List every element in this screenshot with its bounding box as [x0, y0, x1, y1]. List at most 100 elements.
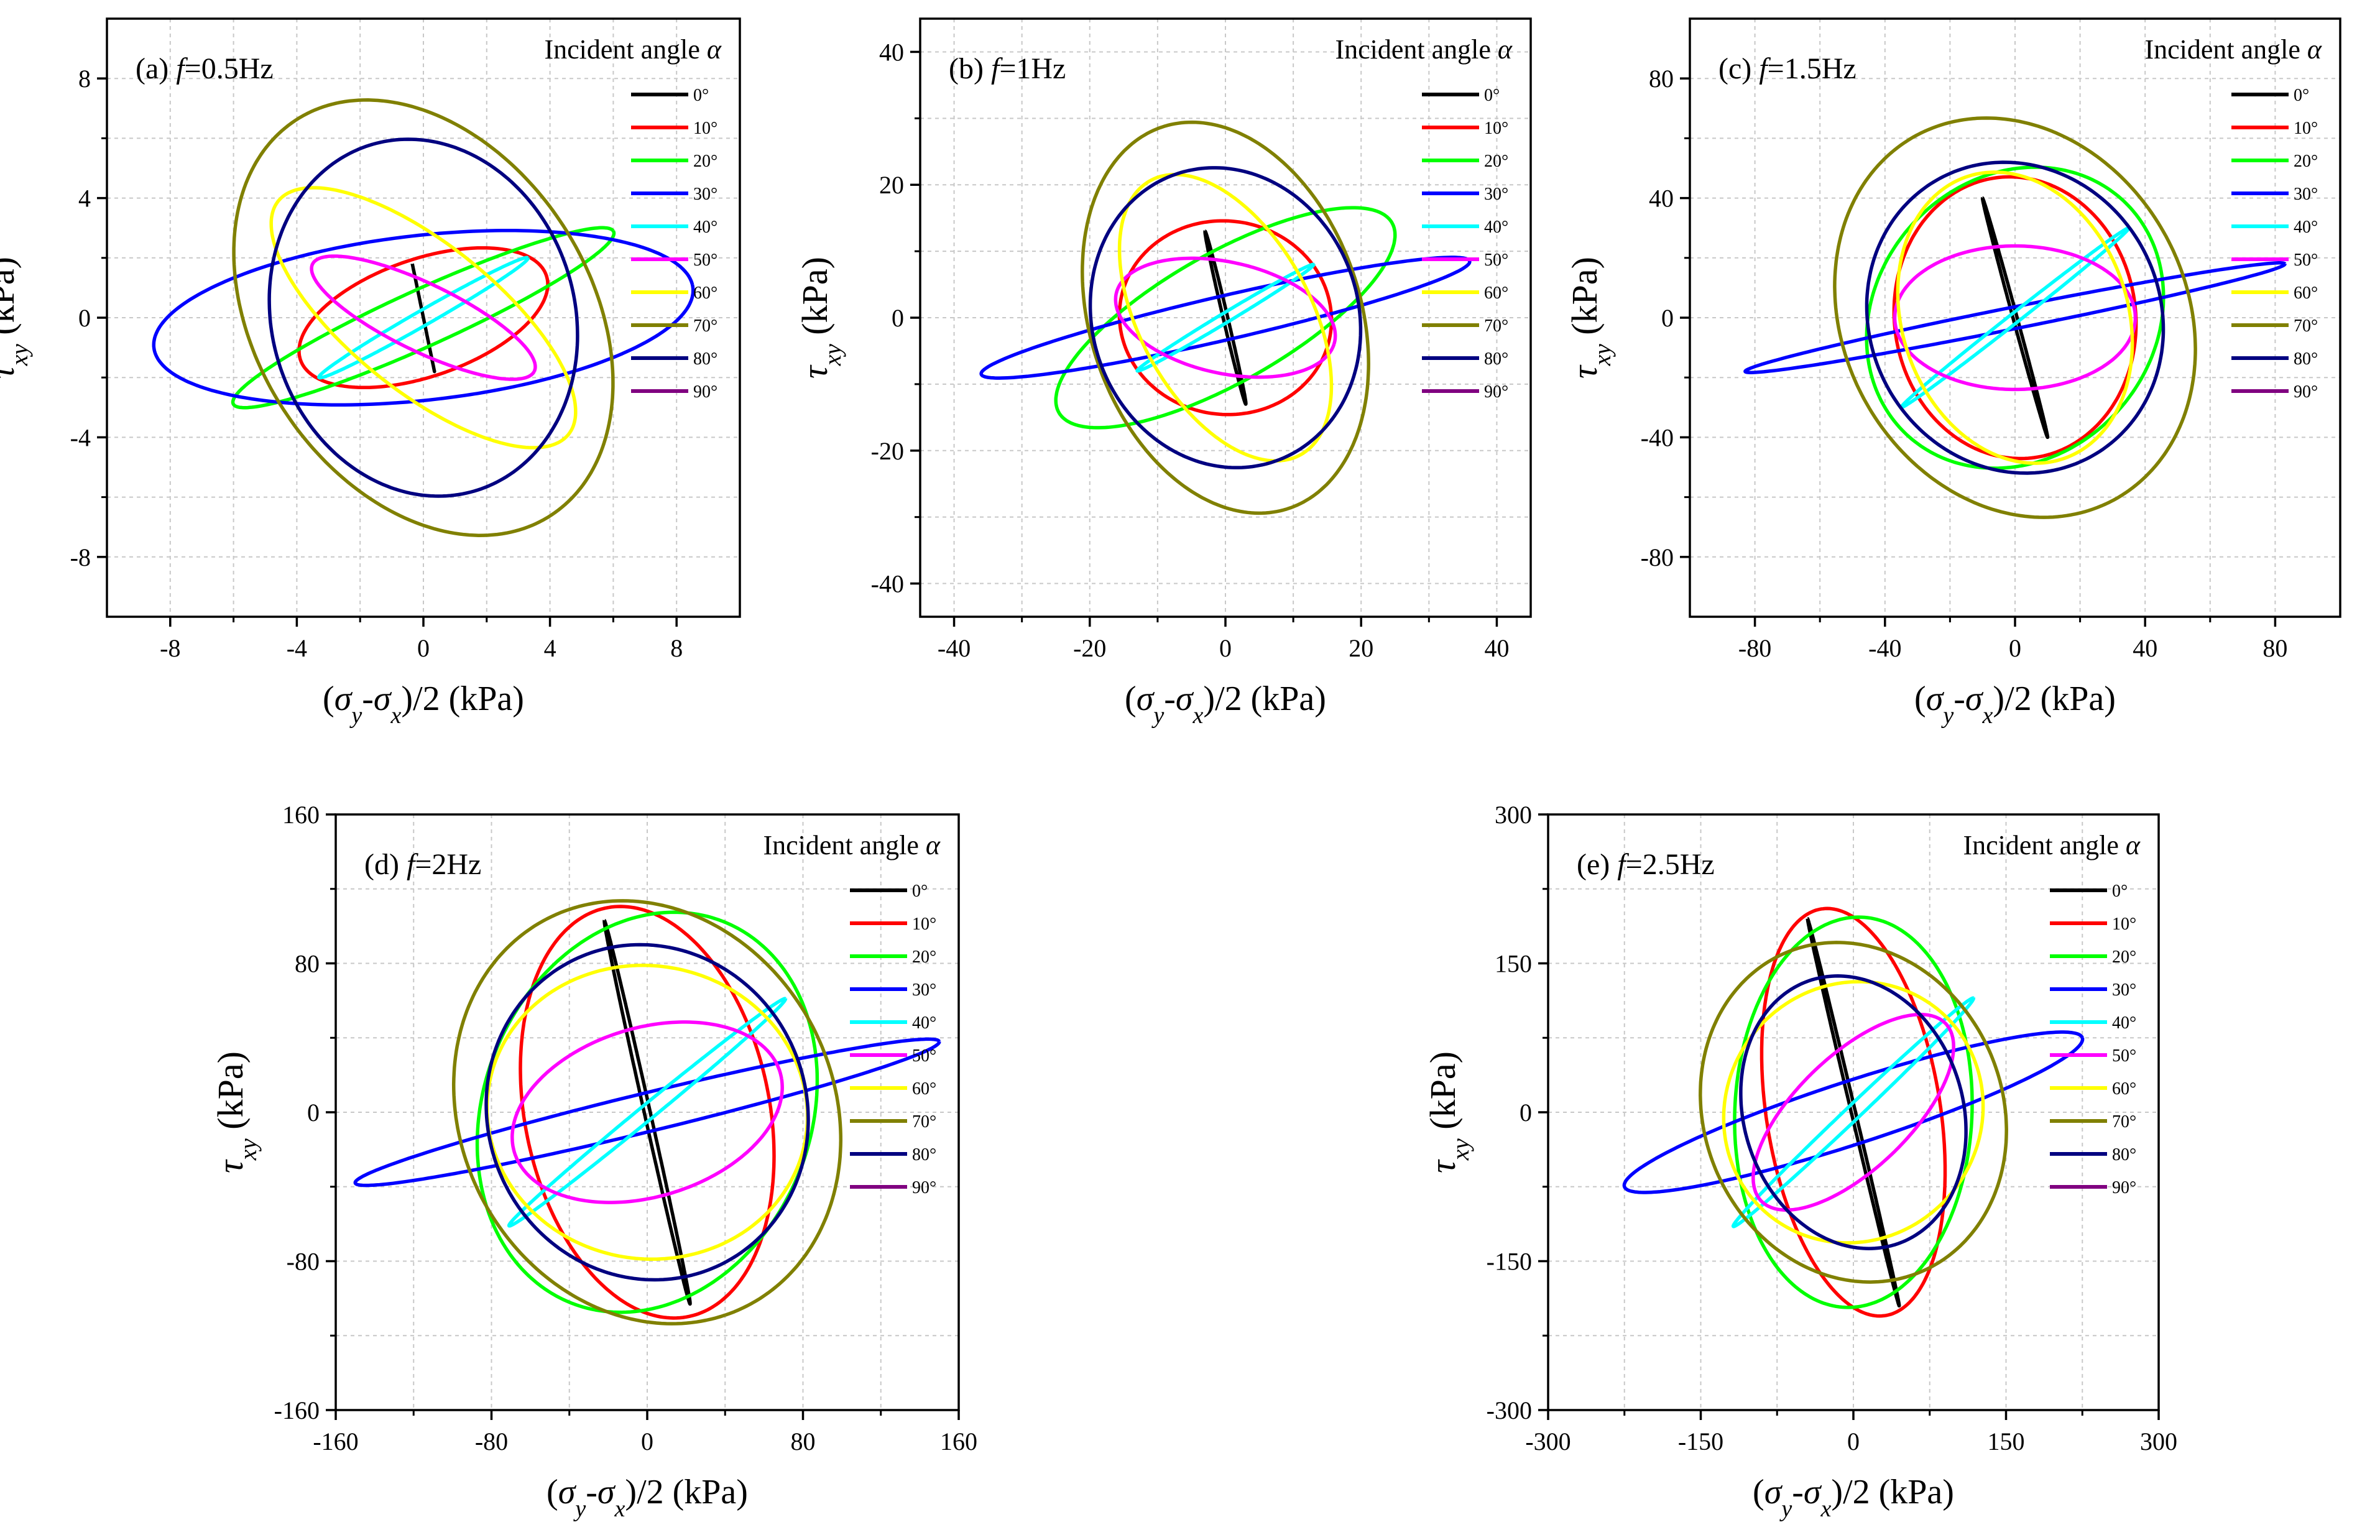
x-tick-label: 300 [2140, 1427, 2177, 1455]
legend-label: 30° [1484, 185, 1508, 204]
y-axis-label: τxy (kPa) [795, 257, 846, 379]
series-80deg [267, 137, 579, 498]
legend-label: 60° [1484, 284, 1508, 303]
panel-label: (b) f=1Hz [949, 52, 1066, 85]
series-80deg [1739, 974, 1968, 1250]
legend-label: 10° [912, 915, 936, 934]
grid [920, 19, 1531, 617]
legend-label: 40° [2294, 218, 2318, 237]
legend-label: 90° [1484, 382, 1508, 402]
y-tick-label: 80 [295, 950, 320, 978]
y-tick-label: 150 [1495, 950, 1532, 978]
panel-label: (c) f=1.5Hz [1718, 52, 1856, 85]
legend-label: 40° [693, 218, 717, 237]
x-axis-label: (σy-σx)/2 (kPa) [547, 1473, 748, 1522]
grid [1548, 814, 2159, 1410]
legend-label: 30° [2112, 980, 2136, 1000]
legend-label: 40° [2112, 1013, 2136, 1033]
series-70deg [1081, 120, 1370, 515]
series-50deg [510, 1020, 784, 1204]
series-30deg [1743, 261, 2287, 374]
ticks [1538, 813, 2160, 1420]
series-group [979, 120, 1472, 515]
legend-label: 90° [912, 1178, 936, 1197]
x-tick-label: 40 [1484, 634, 1509, 662]
x-tick-label: 80 [2262, 634, 2287, 662]
legend-label: 70° [693, 316, 717, 336]
y-tick-label: 160 [282, 801, 320, 829]
y-tick-label: -160 [274, 1396, 320, 1424]
y-tick-label: 0 [892, 304, 904, 332]
legend: Incident angle α 0° 10° 20° 30° 40° 50° 60° 70° 8… [1963, 830, 2140, 1197]
legend: Incident angle α 0° 10° 20° 30° 40° 50° 60° 70° 8… [544, 34, 721, 402]
x-axis-label: (σy-σx)/2 (kPa) [323, 680, 524, 729]
legend-title: Incident angle α [2144, 34, 2322, 65]
legend-label: 10° [1484, 119, 1508, 138]
legend-label: 10° [2112, 915, 2136, 934]
legend-label: 50° [2112, 1046, 2136, 1066]
legend-label: 20° [1484, 152, 1508, 171]
series-60deg [485, 963, 809, 1261]
legend-label: 50° [1484, 251, 1508, 270]
series-group [152, 98, 695, 537]
legend: Incident angle α 0° 10° 20° 30° 40° 50° 60° 70° 8… [2144, 34, 2322, 402]
x-axis-label: (σy-σx)/2 (kPa) [1125, 680, 1326, 729]
series-70deg [1833, 116, 2197, 519]
series-20deg [475, 910, 819, 1314]
y-tick-label: 4 [78, 185, 91, 213]
legend-label: 30° [912, 980, 936, 1000]
series-50deg [1893, 244, 2138, 392]
legend-label: 60° [912, 1079, 936, 1099]
x-tick-label: 4 [544, 634, 556, 662]
legend-label: 50° [693, 251, 717, 270]
legend-label: 0° [1484, 86, 1500, 105]
legend-label: 70° [912, 1112, 936, 1132]
series-group [353, 899, 941, 1326]
series-0deg [1806, 916, 1901, 1308]
series-30deg [1622, 1030, 2085, 1194]
grid [1690, 19, 2340, 617]
x-tick-label: -8 [160, 634, 180, 662]
x-axis-label: (σy-σx)/2 (kPa) [1753, 1473, 1954, 1522]
legend-label: 20° [2294, 152, 2318, 171]
legend-label: 30° [2294, 185, 2318, 204]
panel-label: (a) f=0.5Hz [136, 52, 274, 85]
y-tick-label: -4 [70, 423, 91, 451]
y-axis-label: τxy (kPa) [0, 257, 33, 379]
y-tick-label: 300 [1495, 801, 1532, 829]
series-60deg [269, 186, 578, 450]
panel-e: -300 -150 0 150 300 -300 -150 0 150 300 (σy-σx)/2 … [1423, 801, 2177, 1522]
legend-title: Incident angle α [544, 34, 721, 65]
y-tick-label: 0 [307, 1099, 320, 1127]
legend-label: 70° [2112, 1112, 2136, 1132]
x-tick-label: -80 [475, 1427, 508, 1455]
y-tick-label: 20 [879, 171, 904, 199]
y-axis-label: τxy (kPa) [1423, 1051, 1474, 1173]
legend-label: 60° [2294, 284, 2318, 303]
legend-label: 30° [693, 185, 717, 204]
y-axis-label: τxy (kPa) [210, 1051, 262, 1173]
legend-label: 80° [2294, 349, 2318, 369]
series-0deg [410, 262, 436, 374]
series-50deg [310, 254, 537, 381]
legend-label: 80° [1484, 349, 1508, 369]
series-70deg [232, 98, 615, 537]
y-tick-label: 80 [1649, 65, 1674, 93]
legend-label: 70° [2294, 316, 2318, 336]
legend-label: 0° [2294, 86, 2309, 105]
series-30deg [353, 1037, 941, 1187]
series-80deg [1865, 160, 2166, 475]
legend-label: 10° [693, 119, 717, 138]
x-axis-label: (σy-σx)/2 (kPa) [1914, 680, 2116, 729]
ticks [326, 813, 960, 1420]
panel-label: (e) f=2.5Hz [1577, 848, 1715, 881]
series-60deg [1117, 173, 1334, 463]
legend-label: 80° [693, 349, 717, 369]
x-tick-label: -20 [1073, 634, 1106, 662]
x-tick-label: -160 [313, 1427, 358, 1455]
legend-label: 50° [2294, 251, 2318, 270]
series-20deg [231, 226, 616, 410]
legend-label: 60° [2112, 1079, 2136, 1099]
x-tick-label: 0 [1847, 1427, 1860, 1455]
y-tick-label: -80 [1641, 543, 1674, 571]
